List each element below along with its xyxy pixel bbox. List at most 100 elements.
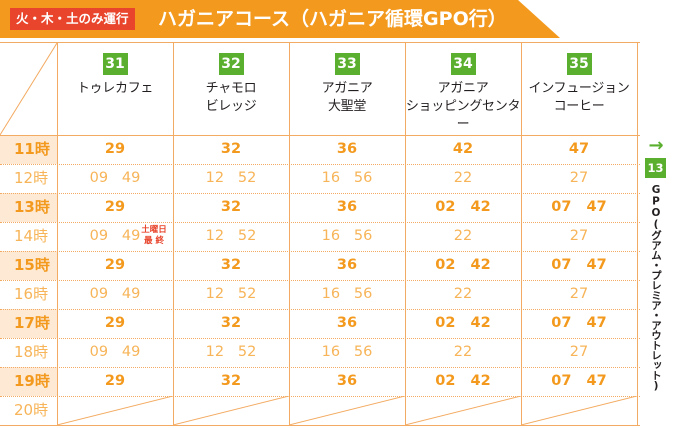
destination-stop-badge: 13 xyxy=(645,158,666,178)
departure-time: 29 xyxy=(104,199,126,215)
departure-time: 07 47 xyxy=(551,315,607,331)
departure-time: 16 56 xyxy=(321,286,373,302)
departure-time: 02 42 xyxy=(435,199,491,215)
departure-time: 12 52 xyxy=(205,228,257,244)
departure-time: 02 42 xyxy=(435,373,491,389)
hour-label: 13時 xyxy=(14,198,50,216)
row-divider xyxy=(0,367,640,368)
departure-time: 02 42 xyxy=(435,257,491,273)
row-divider xyxy=(0,193,640,194)
departure-time: 29 xyxy=(104,257,126,273)
departure-time: 27 xyxy=(569,170,589,186)
stop-number-badge: 34 xyxy=(450,53,476,75)
departure-time: 36 xyxy=(336,257,358,273)
departure-time: 27 xyxy=(569,344,589,360)
column-divider xyxy=(57,43,58,425)
departure-time: 27 xyxy=(569,286,589,302)
row-divider xyxy=(0,338,640,339)
stop-number-badge: 35 xyxy=(566,53,592,75)
departure-time: 32 xyxy=(220,141,242,157)
stop-header: 34 アガニア ショッピングセンター xyxy=(405,53,521,134)
column-divider xyxy=(173,43,174,425)
departure-time: 09 49 xyxy=(89,170,141,186)
stop-header: 35 インフュージョン コーヒー xyxy=(521,53,637,116)
hour-label: 15時 xyxy=(14,256,50,274)
row-divider xyxy=(0,280,640,281)
arrow-right-icon: → xyxy=(648,135,664,156)
row-divider xyxy=(0,135,640,136)
departure-time: 32 xyxy=(220,257,242,273)
departure-time: 36 xyxy=(336,199,358,215)
departure-time: 36 xyxy=(336,315,358,331)
departure-time: 02 42 xyxy=(435,315,491,331)
hour-label: 17時 xyxy=(14,314,50,332)
empty-cell-slash xyxy=(173,396,289,425)
stop-header: 31 トゥレカフェ xyxy=(57,53,173,98)
saturday-note-line1: 土曜日 xyxy=(141,225,167,235)
departure-time: 12 52 xyxy=(205,344,257,360)
departure-time: 09 49 xyxy=(89,228,141,244)
departure-time: 42 xyxy=(452,141,474,157)
row-divider xyxy=(0,164,640,165)
departure-time: 29 xyxy=(104,315,126,331)
departure-time: 22 xyxy=(453,344,473,360)
departure-time: 29 xyxy=(104,373,126,389)
departure-time: 47 xyxy=(568,141,590,157)
empty-cell-slash xyxy=(521,396,637,425)
stop-header: 32 チャモロ ビレッジ xyxy=(173,53,289,116)
departure-time: 22 xyxy=(453,228,473,244)
empty-cell-slash xyxy=(57,396,173,425)
row-divider xyxy=(0,251,640,252)
departure-time: 12 52 xyxy=(205,170,257,186)
departure-time: 16 56 xyxy=(321,170,373,186)
departure-time: 07 47 xyxy=(551,257,607,273)
departure-time: 22 xyxy=(453,170,473,186)
hour-band xyxy=(0,135,57,164)
departure-time: 32 xyxy=(220,315,242,331)
stop-number-badge: 32 xyxy=(218,53,244,75)
column-divider xyxy=(289,43,290,425)
departure-time: 07 47 xyxy=(551,199,607,215)
timetable-grid: 31 トゥレカフェ 32 チャモロ ビレッジ 33 アガニア 大聖堂 34 アガニア ショッピ… xyxy=(0,42,640,426)
row-divider xyxy=(0,222,640,223)
departure-time: 36 xyxy=(336,373,358,389)
hour-label: 18時 xyxy=(14,343,49,361)
departure-time: 16 56 xyxy=(321,344,373,360)
departure-time: 29 xyxy=(104,141,126,157)
departure-time: 12 52 xyxy=(205,286,257,302)
departure-time: 36 xyxy=(336,141,358,157)
hour-label: 16時 xyxy=(14,285,49,303)
hour-label: 14時 xyxy=(14,227,49,245)
departure-time: 22 xyxy=(453,286,473,302)
empty-cell-slash xyxy=(405,396,521,425)
stop-number-badge: 33 xyxy=(334,53,360,75)
hour-label: 11時 xyxy=(14,140,50,158)
hour-band xyxy=(0,367,57,396)
departure-time: 32 xyxy=(220,373,242,389)
route-title: ハガニアコース（ハガニア循環GPO行） xyxy=(158,8,507,30)
hour-label: 19時 xyxy=(14,372,50,390)
column-divider xyxy=(637,43,638,425)
stop-name: トゥレカフェ xyxy=(76,81,154,96)
stop-name: アガニア ショッピングセンター xyxy=(405,81,521,132)
hour-band xyxy=(0,193,57,222)
departure-time: 09 49 xyxy=(89,344,141,360)
saturday-note-line2: 最 終 xyxy=(144,236,164,246)
empty-cell-slash xyxy=(0,43,57,135)
operating-days-tag: 火・木・土のみ運行 xyxy=(10,8,135,30)
departure-time: 27 xyxy=(569,228,589,244)
hour-band xyxy=(0,251,57,280)
hour-label: 20時 xyxy=(14,401,49,419)
row-divider xyxy=(0,396,640,397)
destination-stop-name: GPO(グアム・プレミア・アウトレット) xyxy=(650,184,662,392)
departure-time: 16 56 xyxy=(321,228,373,244)
departure-time: 07 47 xyxy=(551,373,607,389)
stop-name: インフュージョン コーヒー xyxy=(528,81,630,114)
stop-name: チャモロ ビレッジ xyxy=(205,81,257,114)
departure-time: 32 xyxy=(220,199,242,215)
stop-name: アガニア 大聖堂 xyxy=(321,81,373,114)
stop-header: 33 アガニア 大聖堂 xyxy=(289,53,405,116)
row-divider xyxy=(0,309,640,310)
departure-time: 09 49 xyxy=(89,286,141,302)
column-divider xyxy=(521,43,522,425)
